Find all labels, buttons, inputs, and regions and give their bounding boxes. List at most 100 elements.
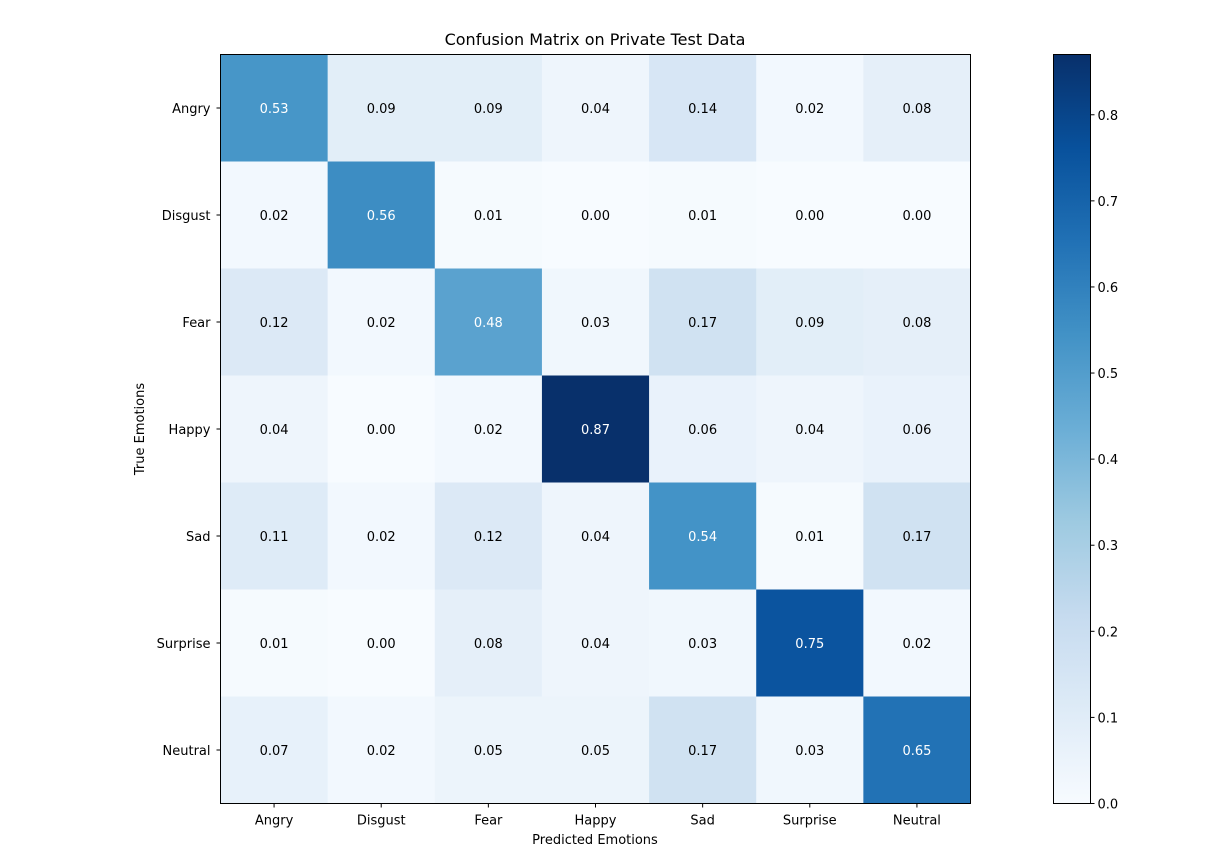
colorbar xyxy=(1053,54,1091,804)
heatmap-cell-3-1 xyxy=(327,375,436,483)
cell-value-label-3-1: 0.00 xyxy=(367,423,396,438)
cell-value-label-6-4: 0.17 xyxy=(688,744,717,759)
heatmap-cell-4-4 xyxy=(649,482,757,590)
heatmap-cell-4-0 xyxy=(220,482,329,590)
cell-value-label-4-3: 0.04 xyxy=(581,530,610,545)
cell-value-label-0-2: 0.09 xyxy=(474,102,503,117)
x-tick-label-4: Sad xyxy=(690,814,714,829)
cell-value-label-1-3: 0.00 xyxy=(581,209,610,224)
heatmap-cell-1-2 xyxy=(434,161,543,269)
heatmap-cell-6-0 xyxy=(220,696,329,804)
cell-value-label-3-6: 0.06 xyxy=(902,423,931,438)
colorbar-tick-label-6: 0.6 xyxy=(1098,281,1119,296)
cell-value-label-3-2: 0.02 xyxy=(474,423,503,438)
heatmap-cell-4-3 xyxy=(541,482,650,590)
cell-value-label-2-6: 0.08 xyxy=(902,316,931,331)
heatmap-cell-1-6 xyxy=(863,161,971,269)
cell-value-label-0-0: 0.53 xyxy=(260,102,289,117)
cell-value-label-0-4: 0.14 xyxy=(688,102,717,117)
heatmap-cell-3-4 xyxy=(649,375,757,483)
heatmap-cell-5-5 xyxy=(756,589,864,697)
cell-value-label-5-3: 0.04 xyxy=(581,637,610,652)
x-tick-label-5: Surprise xyxy=(783,814,837,829)
y-axis-ticks: Angry Disgust Fear Happy Sad Surprise Neutral xyxy=(157,102,221,759)
cell-value-label-5-5: 0.75 xyxy=(795,637,824,652)
heatmap-cell-0-2 xyxy=(434,54,543,162)
heatmap-cell-2-5 xyxy=(756,268,864,376)
heatmap-cell-1-4 xyxy=(649,161,757,269)
cell-value-label-6-3: 0.05 xyxy=(581,744,610,759)
heatmap-cell-0-3 xyxy=(541,54,650,162)
cell-value-label-1-2: 0.01 xyxy=(474,209,503,224)
colorbar-tick-label-0: 0.0 xyxy=(1098,798,1119,813)
cell-value-label-4-0: 0.11 xyxy=(260,530,289,545)
heatmap-cell-6-6 xyxy=(863,696,971,804)
cell-value-label-6-6: 0.65 xyxy=(902,744,931,759)
cell-value-label-5-6: 0.02 xyxy=(902,637,931,652)
cell-value-label-4-1: 0.02 xyxy=(367,530,396,545)
heatmap-cell-4-5 xyxy=(756,482,864,590)
colorbar-tick-label-2: 0.2 xyxy=(1098,625,1119,640)
cell-value-label-6-5: 0.03 xyxy=(795,744,824,759)
cell-value-label-4-2: 0.12 xyxy=(474,530,503,545)
y-tick-label-4: Sad xyxy=(186,530,210,545)
x-tick-label-6: Neutral xyxy=(893,814,941,829)
y-tick-label-6: Neutral xyxy=(163,744,211,759)
cell-value-label-0-5: 0.02 xyxy=(795,102,824,117)
cell-value-label-4-6: 0.17 xyxy=(902,530,931,545)
cell-value-label-2-3: 0.03 xyxy=(581,316,610,331)
cell-value-label-5-1: 0.00 xyxy=(367,637,396,652)
cell-value-label-2-5: 0.09 xyxy=(795,316,824,331)
heatmap-cell-2-6 xyxy=(863,268,971,376)
cell-value-label-5-2: 0.08 xyxy=(474,637,503,652)
heatmap-cell-2-4 xyxy=(649,268,757,376)
x-tick-label-2: Fear xyxy=(474,814,503,829)
colorbar-tick-label-7: 0.7 xyxy=(1098,195,1119,210)
heatmap-cell-2-2 xyxy=(434,268,543,376)
heatmap-cell-5-3 xyxy=(541,589,650,697)
heatmap-cell-3-3 xyxy=(541,375,650,483)
cell-value-label-1-5: 0.00 xyxy=(795,209,824,224)
heatmap-cell-5-6 xyxy=(863,589,971,697)
x-tick-label-0: Angry xyxy=(255,814,294,829)
heatmap-cell-0-1 xyxy=(327,54,436,162)
heatmap-cell-3-6 xyxy=(863,375,971,483)
cell-value-label-3-3: 0.87 xyxy=(581,423,610,438)
colorbar-ticks: 0.0 0.1 0.2 0.3 0.4 0.5 0.6 0.7 0.8 xyxy=(1090,109,1119,813)
y-tick-label-5: Surprise xyxy=(157,637,211,652)
cell-value-label-2-0: 0.12 xyxy=(260,316,289,331)
cell-value-label-6-1: 0.02 xyxy=(367,744,396,759)
cell-value-label-1-6: 0.00 xyxy=(902,209,931,224)
cell-value-label-3-5: 0.04 xyxy=(795,423,824,438)
cell-value-label-5-0: 0.01 xyxy=(260,637,289,652)
x-axis-label: Predicted Emotions xyxy=(532,833,658,848)
y-tick-label-3: Happy xyxy=(169,423,211,438)
y-tick-label-0: Angry xyxy=(172,102,211,117)
cell-value-label-1-0: 0.02 xyxy=(260,209,289,224)
heatmap-cell-6-5 xyxy=(756,696,864,804)
cell-value-label-1-4: 0.01 xyxy=(688,209,717,224)
cell-value-label-4-5: 0.01 xyxy=(795,530,824,545)
heatmap-cell-3-0 xyxy=(220,375,329,483)
cell-value-label-4-4: 0.54 xyxy=(688,530,717,545)
heatmap-cell-3-2 xyxy=(434,375,543,483)
heatmap-cell-2-3 xyxy=(541,268,650,376)
heatmap-cell-3-5 xyxy=(756,375,864,483)
colorbar-tick-label-3: 0.3 xyxy=(1098,539,1119,554)
cell-value-label-0-1: 0.09 xyxy=(367,102,396,117)
heatmap-cell-4-2 xyxy=(434,482,543,590)
cell-value-label-1-1: 0.56 xyxy=(367,209,396,224)
colorbar-tick-label-4: 0.4 xyxy=(1098,453,1119,468)
heatmap-cell-6-1 xyxy=(327,696,436,804)
heatmap-cell-4-1 xyxy=(327,482,436,590)
colorbar-tick-label-8: 0.8 xyxy=(1098,109,1119,124)
x-tick-label-3: Happy xyxy=(575,814,617,829)
cell-value-label-2-4: 0.17 xyxy=(688,316,717,331)
heatmap-cell-0-6 xyxy=(863,54,971,162)
heatmap-cell-6-3 xyxy=(541,696,650,804)
cell-value-label-2-2: 0.48 xyxy=(474,316,503,331)
y-tick-label-1: Disgust xyxy=(162,209,211,224)
heatmap-cell-6-4 xyxy=(649,696,757,804)
heatmap-cell-2-0 xyxy=(220,268,329,376)
cell-value-label-6-2: 0.05 xyxy=(474,744,503,759)
